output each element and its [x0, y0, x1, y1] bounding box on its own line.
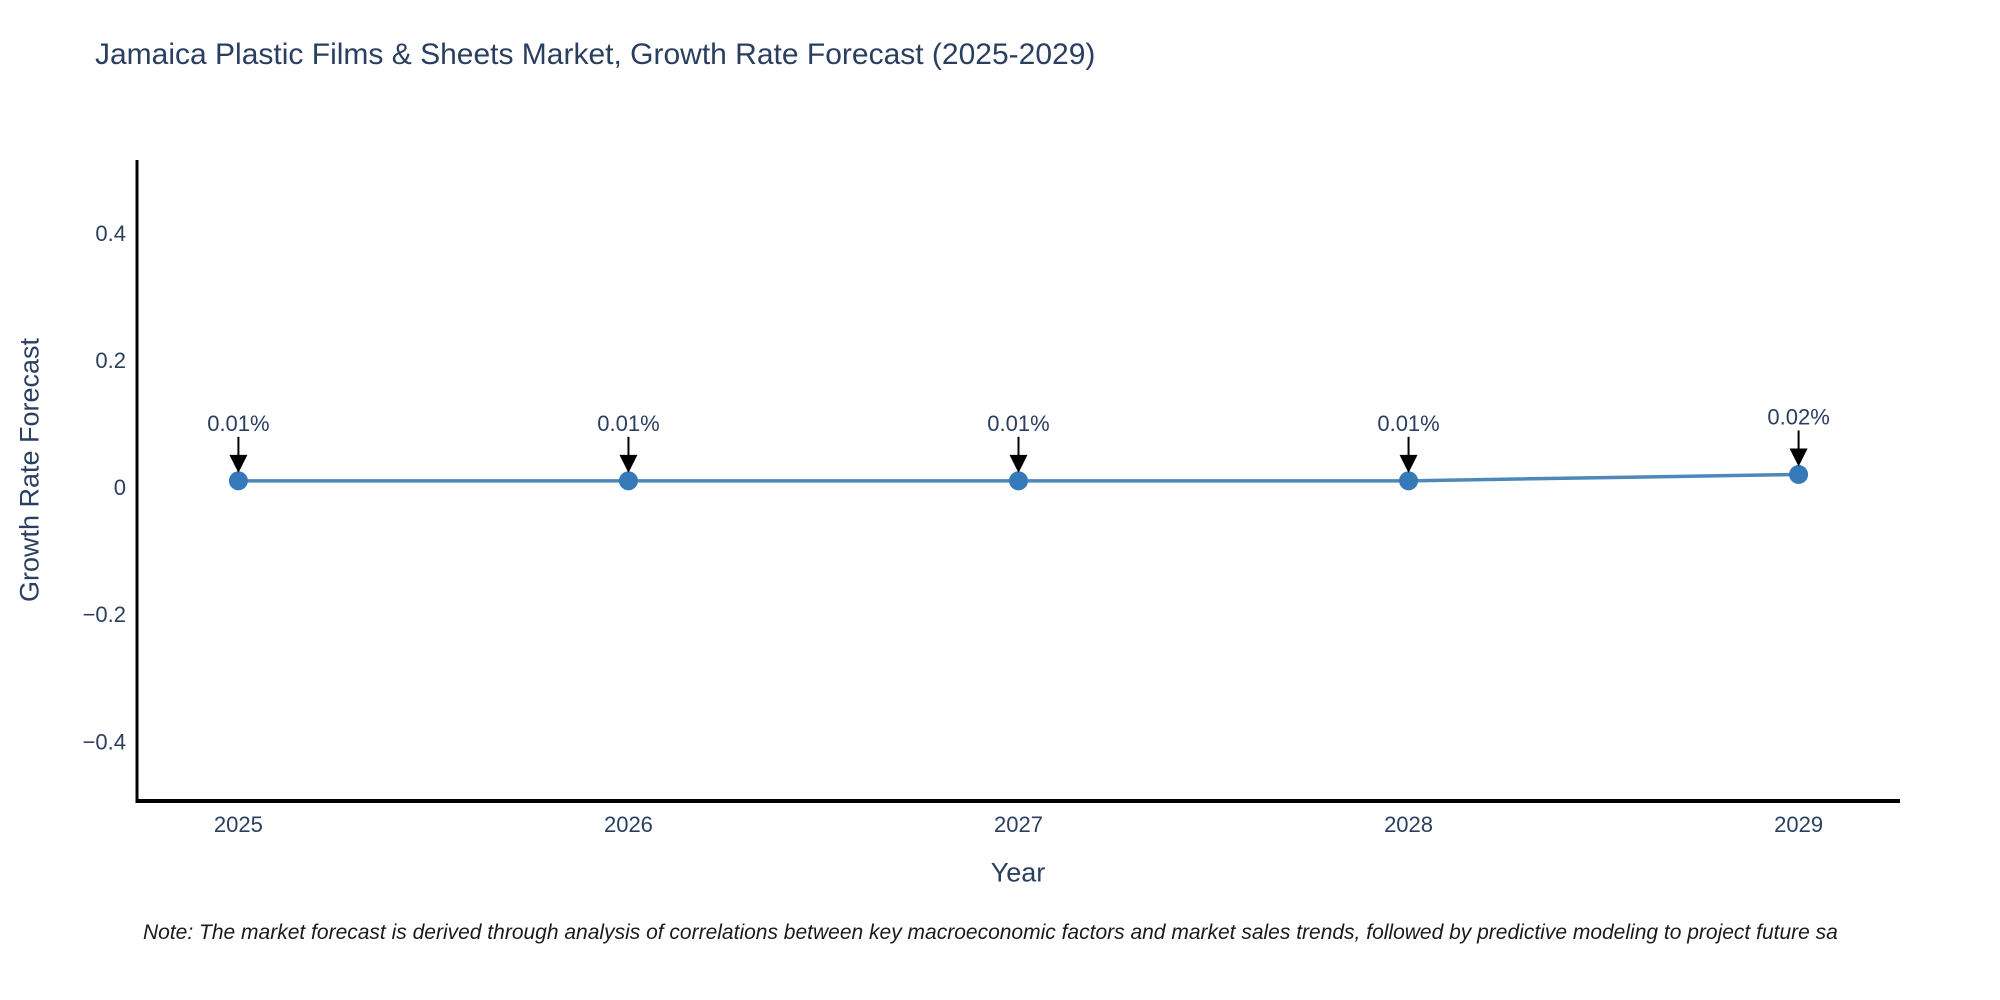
x-tick-label: 2027	[994, 812, 1043, 837]
annotation-arrowhead-icon	[619, 454, 638, 473]
footnote: Note: The market forecast is derived thr…	[143, 921, 1838, 944]
annotation-arrowhead-icon	[1789, 448, 1808, 467]
annotation-label: 0.02%	[1767, 404, 1829, 429]
data-point-marker	[228, 471, 248, 491]
x-tick-label: 2028	[1384, 812, 1433, 837]
annotation-arrowhead-icon	[1009, 454, 1028, 473]
annotation-arrowhead-icon	[229, 454, 248, 473]
x-tick-label: 2025	[214, 812, 263, 837]
x-axis-title: Year	[990, 857, 1046, 888]
data-point-marker	[1399, 471, 1419, 491]
annotation-label: 0.01%	[597, 411, 659, 436]
y-tick-label: 0.4	[95, 221, 126, 246]
data-point-marker	[618, 471, 638, 491]
y-tick-label: −0.4	[83, 729, 126, 754]
y-tick-label: 0.2	[95, 348, 126, 373]
y-tick-label: −0.2	[83, 602, 126, 627]
x-tick-label: 2029	[1774, 812, 1823, 837]
data-point-marker	[1009, 471, 1028, 491]
x-tick-label: 2026	[604, 812, 653, 837]
data-point-marker	[1789, 464, 1809, 484]
annotation-label: 0.01%	[207, 411, 269, 436]
annotation-arrowhead-icon	[1399, 454, 1418, 473]
annotation-label: 0.01%	[1377, 411, 1439, 436]
annotation-label: 0.01%	[987, 411, 1049, 436]
chart-title: Jamaica Plastic Films & Sheets Market, G…	[95, 38, 1096, 71]
y-tick-label: 0	[114, 475, 126, 500]
